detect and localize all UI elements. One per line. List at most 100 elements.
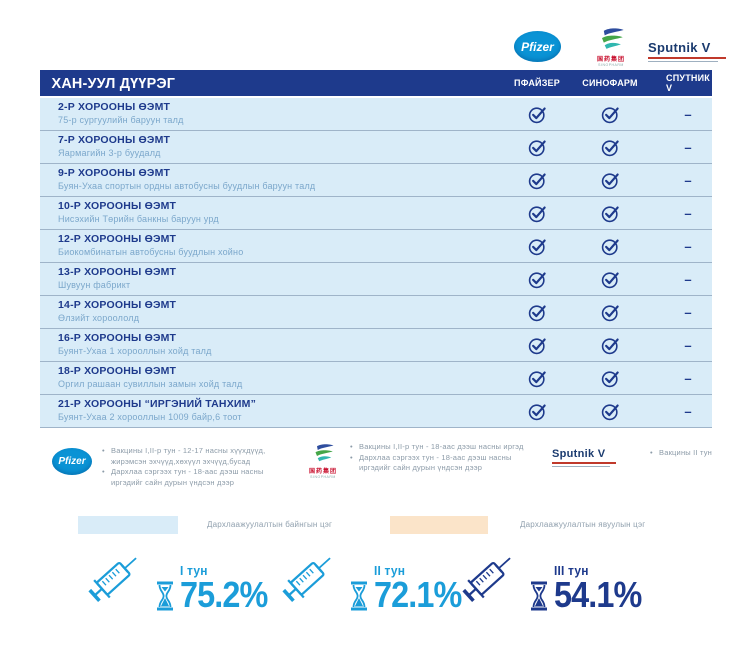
legend-bullet: Дархлаа сэргээх тун - 18-аас дээш насны …: [102, 467, 287, 488]
dose-label: II тун: [374, 562, 406, 578]
row-location: Шувуун фабрикт: [58, 280, 131, 290]
legend-bullet: Вакцины I,II-р тун - 18-аас дээш насны и…: [350, 442, 535, 453]
point-type-legend: Дархлаажуулалтын байнгын цэг Дархлаажуул…: [0, 516, 750, 538]
check-icon: [528, 403, 546, 420]
column-header-sputnik: СПУТНИК V: [666, 73, 710, 93]
cell-sputnik: –: [668, 367, 708, 389]
table-row: 21-Р ХОРООНЫ “ИРГЭНИЙ ТАНХИМ” Буянт-Ухаа…: [40, 395, 712, 428]
sinopharm-logo: 国药集团 SINOPHARM: [592, 26, 630, 68]
sinopharm-en-text: SINOPHARM: [598, 62, 624, 67]
sputnik-logo-text: Sputnik V: [648, 40, 711, 55]
cell-pfizer: [517, 202, 557, 224]
check-icon: [601, 370, 619, 387]
pfizer-logo-text: Pfizer: [521, 39, 554, 54]
cell-sputnik: –: [668, 136, 708, 158]
table-row: 16-Р ХОРООНЫ ӨЭМТ Буянт-Ухаа 1 хорооллын…: [40, 329, 712, 362]
check-icon: [601, 271, 619, 288]
row-location: Биокомбинатын автобусны буудлын хойно: [58, 247, 244, 257]
check-icon: [528, 205, 546, 222]
dose-stats: I тун 75.2% II тун 72.1% III тун 54.1%: [0, 540, 750, 625]
check-icon: [601, 172, 619, 189]
permanent-point-swatch: [78, 516, 178, 534]
table-row: 10-Р ХОРООНЫ ӨЭМТ Нисэхийн Төрийн банкны…: [40, 197, 712, 230]
table-row: 2-Р ХОРООНЫ ӨЭМТ 75-р сургуулийн баруун …: [40, 98, 712, 131]
cell-sputnik: –: [668, 235, 708, 257]
sputnik-logo: Sputnik V: [648, 40, 743, 62]
cell-sinopharm: [590, 268, 630, 290]
check-icon: [601, 106, 619, 123]
dose-value: 75.2%: [180, 573, 268, 615]
cell-pfizer: [517, 235, 557, 257]
legend-sputnik: Sputnik V Вакцины II тун: [552, 448, 750, 467]
dose-stat: I тун 75.2%: [78, 542, 277, 614]
check-icon: [601, 403, 619, 420]
check-icon: [528, 106, 546, 123]
cell-sputnik: –: [668, 400, 708, 422]
dash-icon: –: [684, 172, 692, 188]
sputnik-logo-small-text: Sputnik V: [552, 448, 606, 460]
cell-sputnik: –: [668, 268, 708, 290]
cell-sputnik: –: [668, 301, 708, 323]
sinopharm-cn-text-small: 国药集团: [308, 469, 337, 475]
table-row: 9-Р ХОРООНЫ ӨЭМТ Буян-Ухаа спортын ордны…: [40, 164, 712, 197]
cell-pfizer: [517, 301, 557, 323]
cell-pfizer: [517, 367, 557, 389]
permanent-point-label: Дархлаажуулалтын байнгын цэг: [207, 520, 333, 529]
dash-icon: –: [684, 304, 692, 320]
mobile-point-swatch: [390, 516, 488, 534]
row-name: 18-Р ХОРООНЫ ӨЭМТ: [58, 365, 177, 377]
check-icon: [528, 271, 546, 288]
check-icon: [528, 337, 546, 354]
cell-sinopharm: [590, 136, 630, 158]
top-logo-row: Pfizer 国药集团 SINOPHARM Sputnik V: [0, 0, 750, 70]
pfizer-logo-small: Pfizer: [52, 448, 92, 475]
dash-icon: –: [684, 370, 692, 386]
check-icon: [528, 139, 546, 156]
cell-sinopharm: [590, 367, 630, 389]
dose-stat: III тун 54.1%: [452, 542, 651, 614]
cell-sputnik: –: [668, 169, 708, 191]
cell-pfizer: [517, 103, 557, 125]
dose-label: III тун: [554, 562, 589, 578]
table-row: 13-Р ХОРООНЫ ӨЭМТ Шувуун фабрикт –: [40, 263, 712, 296]
sinopharm-swoosh-icon: [315, 444, 334, 462]
check-icon: [528, 238, 546, 255]
legend-bullets-pfizer: Вакцины I,II-р тун - 12-17 насны хүүхдүү…: [102, 446, 287, 488]
cell-pfizer: [517, 400, 557, 422]
hourglass-icon: [351, 581, 367, 611]
cell-sinopharm: [590, 202, 630, 224]
syringe-icon: [462, 557, 511, 603]
check-icon: [528, 304, 546, 321]
dose-value: 54.1%: [554, 573, 642, 615]
legend-pfizer: Pfizer Вакцины I,II-р тун - 12-17 насны …: [52, 446, 287, 488]
row-name: 21-Р ХОРООНЫ “ИРГЭНИЙ ТАНХИМ”: [58, 398, 257, 410]
district-title: ХАН-УУЛ ДҮҮРЭГ: [51, 74, 176, 92]
row-name: 7-Р ХОРООНЫ ӨЭМТ: [58, 134, 171, 146]
legend-sinopharm: 国药集团 SINOPHARM Вакцины I,II-р тун - 18-а…: [306, 442, 535, 479]
dash-icon: –: [684, 106, 692, 122]
row-location: Буянт-Ухаа 1 хорооллын хойд талд: [58, 346, 212, 356]
syringe-icon: [282, 557, 331, 603]
row-name: 13-Р ХОРООНЫ ӨЭМТ: [58, 266, 177, 278]
table-row: 14-Р ХОРООНЫ ӨЭМТ Өлзийт хороололд –: [40, 296, 712, 329]
row-location: Буянт-Ухаа 2 хорооллын 1009 байр,6 тоот: [58, 412, 242, 422]
table-header: ХАН-УУЛ ДҮҮРЭГ ПФАЙЗЕР СИНОФАРМ СПУТНИК …: [40, 70, 712, 96]
dash-icon: –: [684, 403, 692, 419]
table-body: 2-Р ХОРООНЫ ӨЭМТ 75-р сургуулийн баруун …: [40, 98, 712, 428]
mobile-point-label: Дархлаажуулалтын явуулын цэг: [520, 520, 646, 529]
row-location: Оргил рашаан сувиллын замын хойд талд: [58, 379, 243, 389]
check-icon: [601, 304, 619, 321]
legend-bullet: Вакцины I,II-р тун - 12-17 насны хүүхдүү…: [102, 446, 287, 467]
dose-value: 72.1%: [374, 573, 462, 615]
hourglass-icon: [531, 581, 547, 611]
check-icon: [601, 337, 619, 354]
cell-pfizer: [517, 268, 557, 290]
hourglass-icon: [157, 581, 173, 611]
dash-icon: –: [684, 337, 692, 353]
dash-icon: –: [684, 271, 692, 287]
row-location: Өлзийт хороололд: [58, 313, 140, 323]
legend-bullet: Вакцины II тун: [650, 448, 750, 459]
row-name: 16-Р ХОРООНЫ ӨЭМТ: [58, 332, 177, 344]
cell-sinopharm: [590, 301, 630, 323]
